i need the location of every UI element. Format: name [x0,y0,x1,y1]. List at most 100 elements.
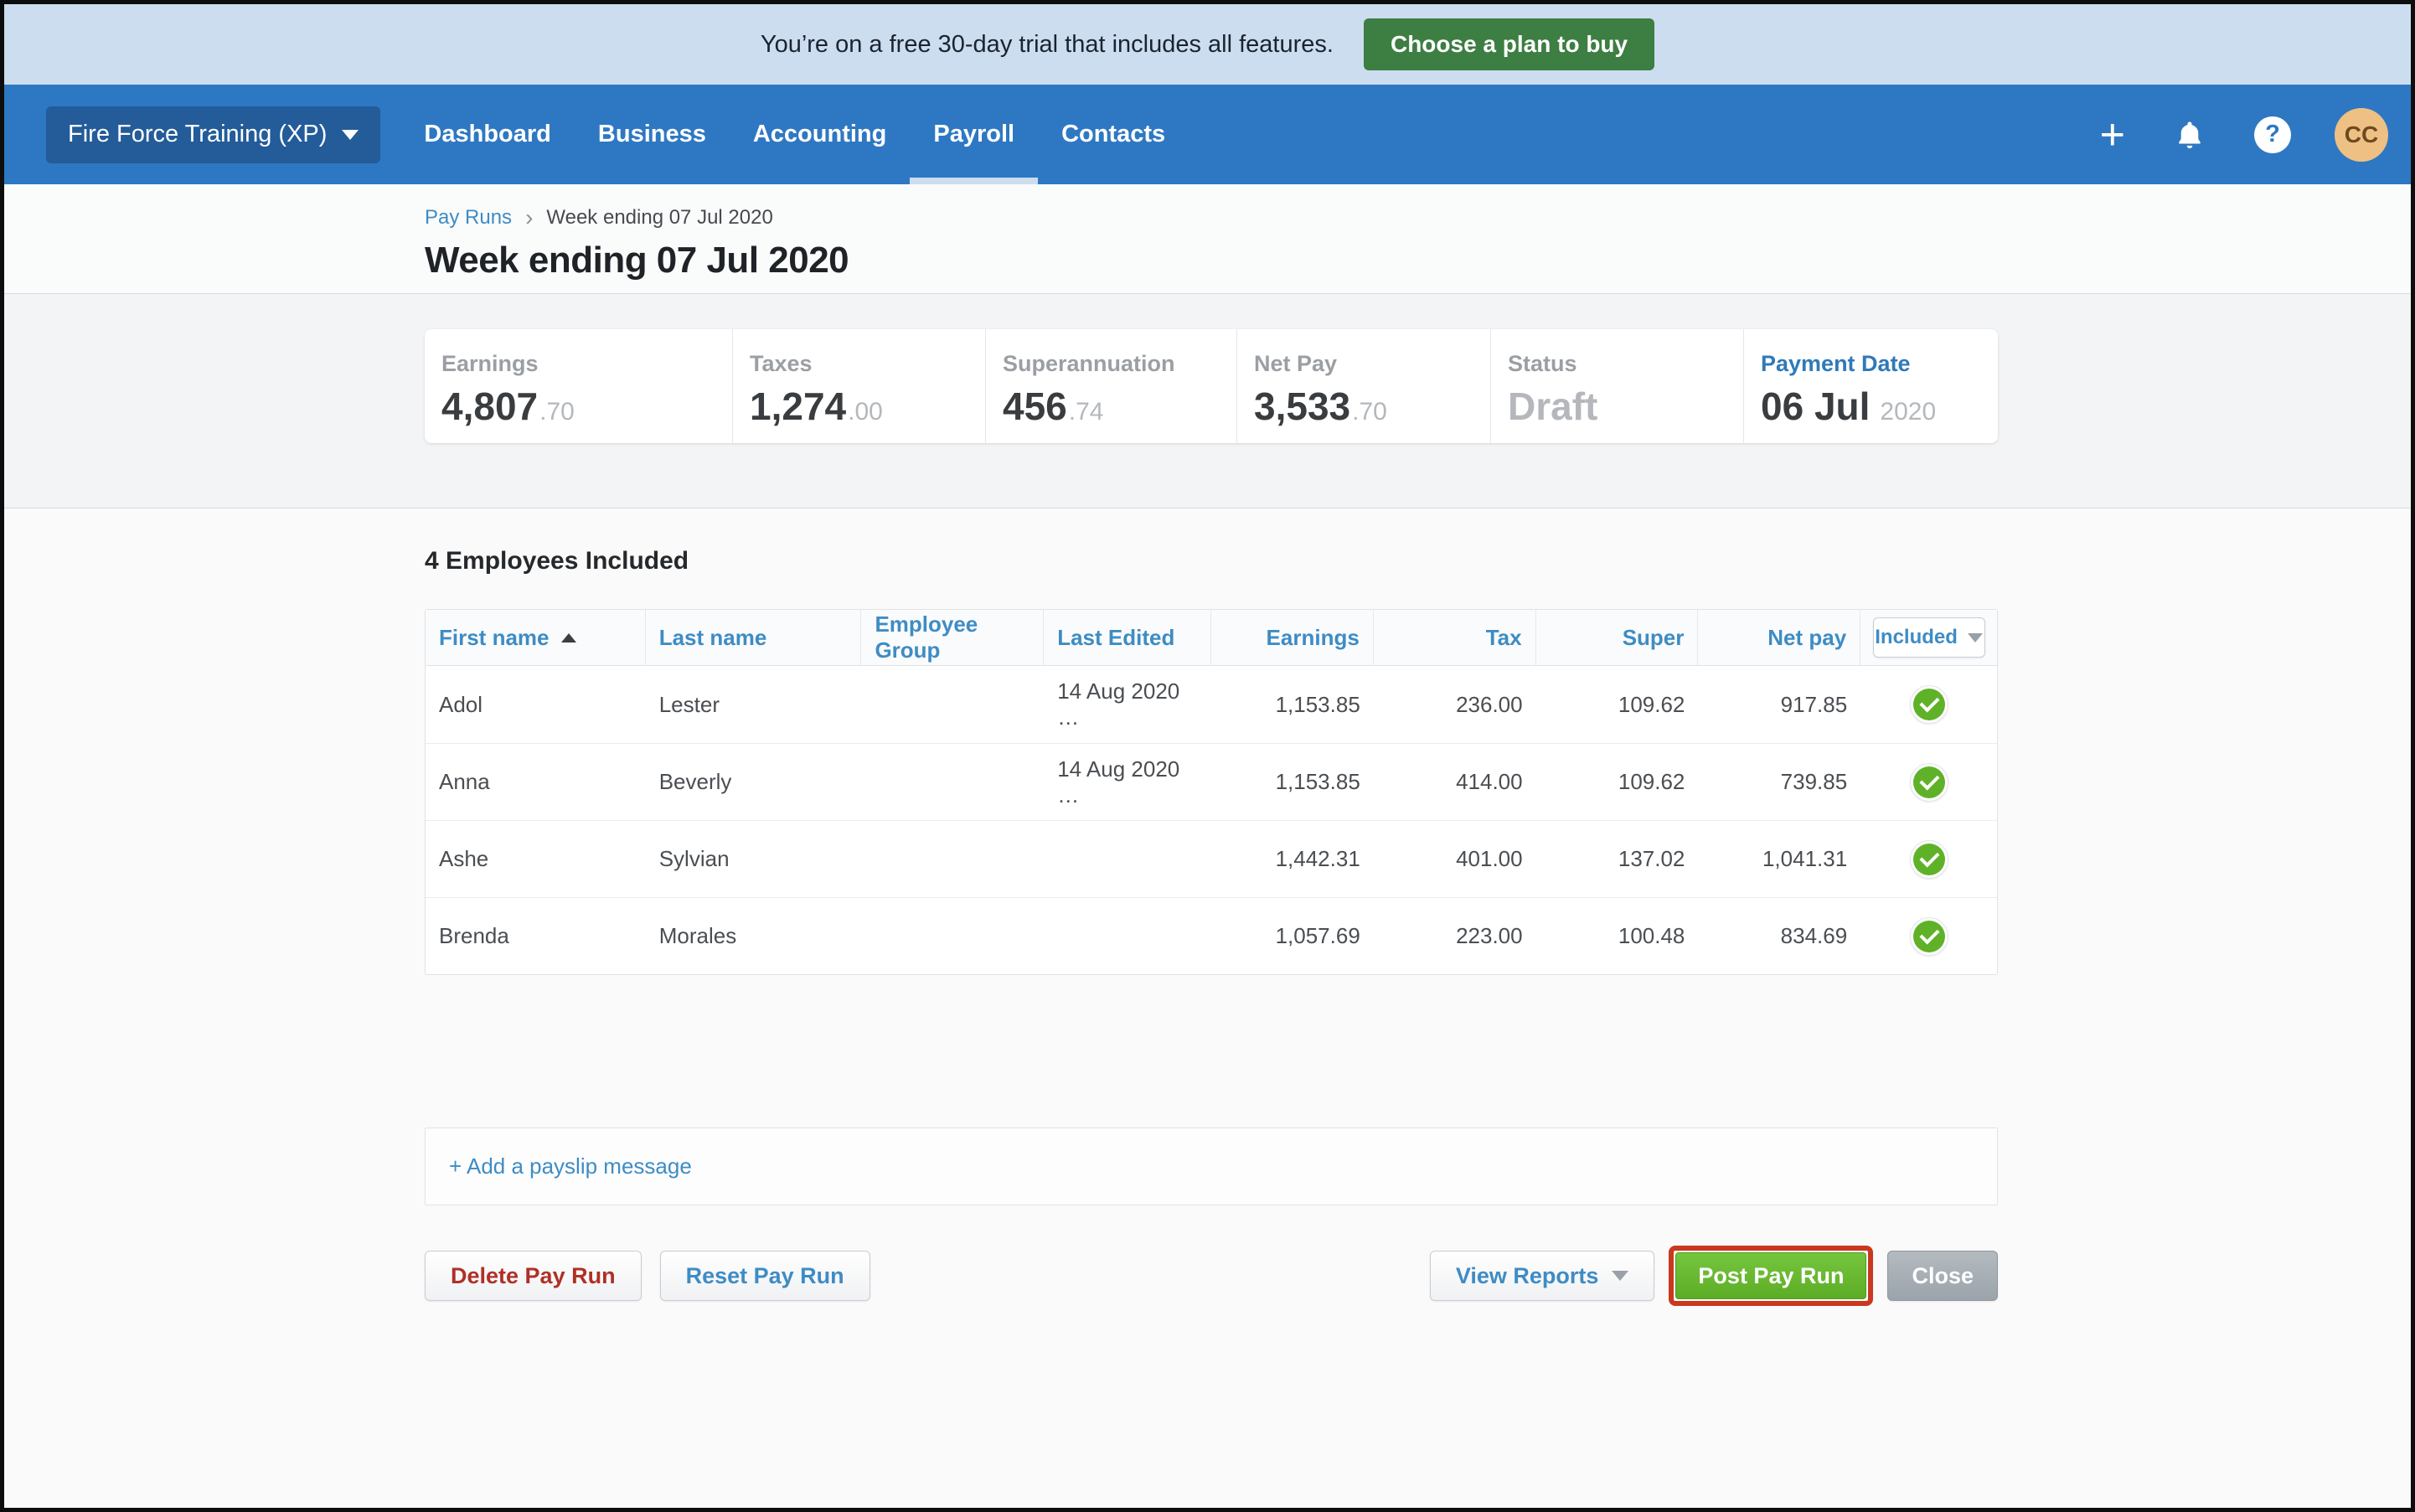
cell-super: 109.62 [1618,691,1685,717]
included-check-icon[interactable] [1909,685,1948,724]
summary-card-superannuation: Superannuation 456.74 [986,329,1237,443]
cell-super: 137.02 [1618,846,1685,871]
top-navigation: Fire Force Training (XP) Dashboard Busin… [4,85,2411,184]
employees-table: First name Last name Employee Group Last… [425,609,1998,975]
table-header-row: First name Last name Employee Group Last… [426,610,1997,666]
page-header: Pay Runs › Week ending 07 Jul 2020 Week … [4,184,2411,293]
cell-tax: 236.00 [1456,691,1523,717]
breadcrumb-current: Week ending 07 Jul 2020 [546,206,773,229]
included-check-icon[interactable] [1909,839,1948,879]
cell-net-pay: 834.69 [1780,923,1848,948]
summary-card-taxes: Taxes 1,274.00 [733,329,986,443]
summary-label: Taxes [750,351,813,376]
choose-plan-button[interactable]: Choose a plan to buy [1363,18,1655,70]
table-row[interactable]: Ashe Sylvian 1,442.31 401.00 137.02 1,04… [426,820,1997,897]
summary-value: 456.74 [1003,384,1104,428]
org-selector-button[interactable]: Fire Force Training (XP) [46,106,381,163]
summary-label: Net Pay [1254,351,1338,376]
cell-first-name: Ashe [439,846,489,871]
chevron-down-icon [1967,632,1983,642]
summary-card-payment-date: Payment Date 06 Jul 2020 [1744,329,1998,443]
cell-first-name: Anna [439,769,490,794]
actions-bar: Delete Pay Run Reset Pay Run View Report… [425,1246,1998,1356]
table-row[interactable]: Adol Lester 14 Aug 2020 … 1,153.85 236.0… [426,666,1997,743]
included-check-icon[interactable] [1909,762,1948,802]
cell-tax: 401.00 [1456,846,1523,871]
summary-band: Earnings 4,807.70 Taxes 1,274.00 Superan… [4,293,2411,508]
cell-net-pay: 917.85 [1780,691,1848,717]
summary-value: 4,807.70 [441,384,575,428]
nav-item-business[interactable]: Business [597,121,706,147]
payslip-message-box: + Add a payslip message [425,1128,1998,1205]
cell-last-name: Lester [658,691,720,717]
employees-heading: 4 Employees Included [425,547,689,575]
cell-last-edited: 14 Aug 2020 … [1057,756,1180,808]
notifications-bell-icon[interactable] [2174,118,2206,152]
column-header-employee-group[interactable]: Employee Group [861,610,1045,665]
nav-item-dashboard[interactable]: Dashboard [424,121,551,147]
cell-net-pay: 1,041.31 [1762,846,1848,871]
cell-tax: 223.00 [1456,923,1523,948]
cell-included [1860,685,1997,724]
breadcrumb-pay-runs-link[interactable]: Pay Runs [425,206,513,229]
chevron-right-icon: › [525,204,534,230]
column-header-net-pay[interactable]: Net pay [1698,610,1861,665]
column-header-tax[interactable]: Tax [1374,610,1536,665]
column-header-earnings[interactable]: Earnings [1211,610,1374,665]
column-header-included: Included [1860,610,1997,665]
user-avatar[interactable]: CC [2335,107,2388,162]
chevron-down-icon [1612,1271,1629,1281]
cell-super: 100.48 [1618,923,1685,948]
summary-label: Superannuation [1003,351,1175,376]
included-filter-button[interactable]: Included [1872,617,1985,658]
trial-banner: You’re on a free 30-day trial that inclu… [4,4,2411,85]
view-reports-button[interactable]: View Reports [1429,1251,1655,1301]
summary-label: Earnings [441,351,539,376]
post-pay-run-highlight: Post Pay Run [1669,1246,1874,1306]
summary-card-earnings: Earnings 4,807.70 [425,329,733,443]
cell-first-name: Adol [439,691,483,717]
summary-value: 06 Jul 2020 [1761,384,1937,428]
table-row[interactable]: Brenda Morales 1,057.69 223.00 100.48 83… [426,897,1997,974]
summary-value: 1,274.00 [750,384,883,428]
cell-net-pay: 739.85 [1780,769,1848,794]
page-title: Week ending 07 Jul 2020 [425,240,849,281]
main-content: 4 Employees Included First name Last nam… [4,508,2411,1356]
nav-right-icons: + ? CC [2099,107,2388,162]
sort-ascending-icon [560,632,576,642]
nav-item-payroll[interactable]: Payroll [910,85,1038,184]
column-header-last-edited[interactable]: Last Edited [1044,610,1211,665]
column-header-last-name[interactable]: Last name [646,610,862,665]
nav-item-contacts[interactable]: Contacts [1061,121,1166,147]
delete-pay-run-button[interactable]: Delete Pay Run [425,1251,642,1301]
plus-icon[interactable]: + [2099,110,2125,159]
cell-earnings: 1,153.85 [1275,691,1360,717]
cell-first-name: Brenda [439,923,509,948]
actions-right-group: View Reports Post Pay Run Close [1429,1246,1998,1306]
status-badge: Draft [1508,384,1598,428]
summary-cards: Earnings 4,807.70 Taxes 1,274.00 Superan… [425,329,1998,443]
help-icon[interactable]: ? [2254,116,2291,153]
trial-message: You’re on a free 30-day trial that inclu… [760,30,1334,58]
cell-last-name: Morales [658,923,737,948]
cell-last-edited: 14 Aug 2020 … [1057,679,1180,730]
cell-included [1860,916,1997,956]
cell-earnings: 1,057.69 [1275,923,1360,948]
reset-pay-run-button[interactable]: Reset Pay Run [659,1251,870,1301]
add-payslip-message-link[interactable]: + Add a payslip message [449,1153,692,1179]
chevron-down-icon [342,129,359,140]
included-check-icon[interactable] [1909,916,1948,956]
column-header-first-name[interactable]: First name [426,610,646,665]
summary-value: 3,533.70 [1254,384,1387,428]
nav-item-accounting[interactable]: Accounting [752,121,887,147]
summary-label: Status [1508,351,1577,376]
cell-earnings: 1,153.85 [1275,769,1360,794]
post-pay-run-button[interactable]: Post Pay Run [1675,1252,1867,1299]
table-row[interactable]: Anna Beverly 14 Aug 2020 … 1,153.85 414.… [426,743,1997,820]
cell-tax: 414.00 [1456,769,1523,794]
close-button[interactable]: Close [1887,1251,1998,1301]
cell-included [1860,839,1997,879]
cell-earnings: 1,442.31 [1275,846,1360,871]
column-header-super[interactable]: Super [1536,610,1699,665]
